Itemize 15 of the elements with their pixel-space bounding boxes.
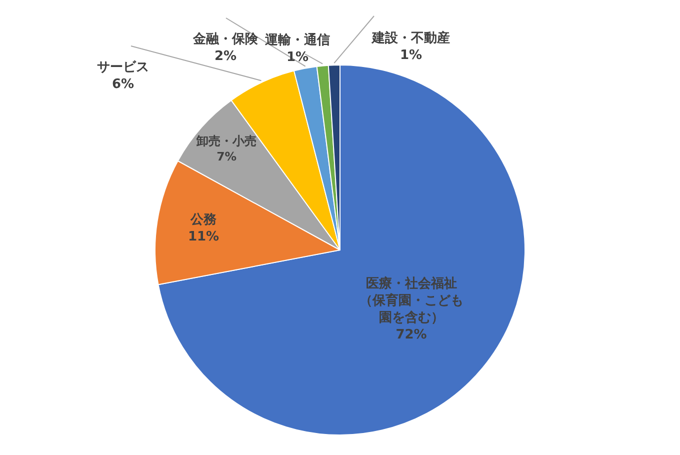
data-label: 6%: [112, 76, 134, 92]
slice-label: サービス: [97, 60, 149, 75]
data-label: 2%: [214, 48, 237, 64]
data-label: 7%: [216, 149, 237, 164]
slice-label: 公務: [190, 212, 218, 228]
data-label: 72%: [396, 327, 427, 342]
data-label: 1%: [400, 48, 422, 63]
slice-label: 金融・保険: [192, 32, 259, 47]
slice-label: 運輸・通信: [264, 32, 330, 48]
slice-label: 卸売・小売: [196, 134, 257, 148]
data-label: 11%: [188, 229, 220, 244]
data-label: 1%: [286, 50, 309, 65]
pie-slice: [158, 64, 526, 436]
slice-label: 建設・不動産: [371, 30, 450, 46]
slice-label: 医療・社会福祉（保育園・こども園を含む）: [359, 276, 464, 326]
